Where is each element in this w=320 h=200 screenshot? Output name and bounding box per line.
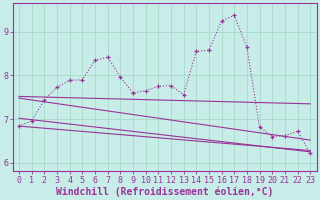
X-axis label: Windchill (Refroidissement éolien,°C): Windchill (Refroidissement éolien,°C) xyxy=(56,186,273,197)
